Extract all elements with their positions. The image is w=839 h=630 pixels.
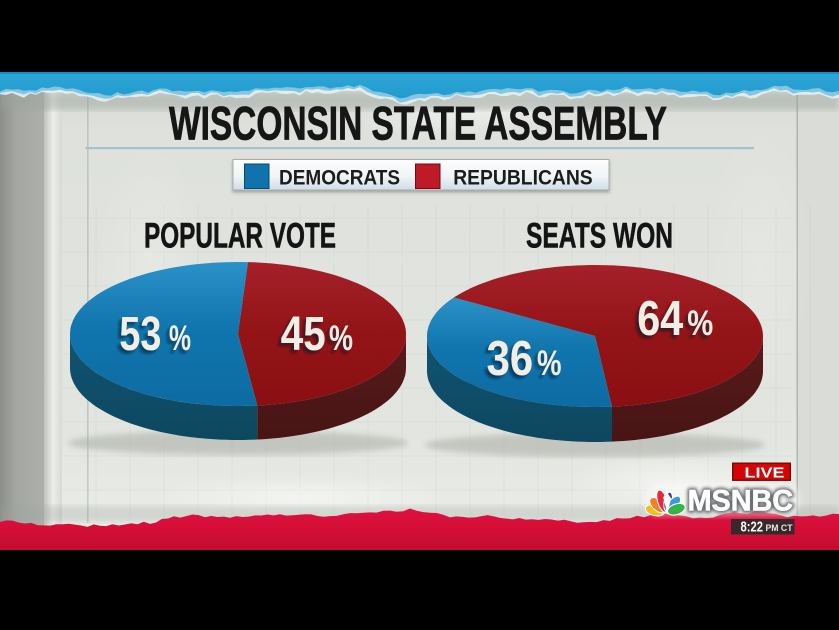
svg-text:LIVE: LIVE xyxy=(745,466,785,482)
svg-text:POPULAR VOTE: POPULAR VOTE xyxy=(144,215,336,255)
svg-text:WISCONSIN STATE ASSEMBLY: WISCONSIN STATE ASSEMBLY xyxy=(169,97,667,150)
svg-text:PM CT: PM CT xyxy=(766,523,793,533)
svg-text:DEMOCRATS: DEMOCRATS xyxy=(279,166,400,190)
svg-text:MSNBC: MSNBC xyxy=(688,485,794,518)
svg-text:MSNBC: MSNBC xyxy=(688,485,794,518)
svg-text:45: 45 xyxy=(281,308,326,361)
svg-text:SEATS WON: SEATS WON xyxy=(526,215,673,255)
svg-text:%: % xyxy=(537,344,562,383)
svg-text:53: 53 xyxy=(119,308,161,361)
svg-text:64: 64 xyxy=(637,292,683,346)
svg-text:8:22: 8:22 xyxy=(741,520,764,536)
svg-text:REPUBLICANS: REPUBLICANS xyxy=(453,166,593,190)
svg-text:%: % xyxy=(169,319,191,358)
svg-text:%: % xyxy=(687,304,713,343)
svg-text:36: 36 xyxy=(487,332,533,386)
svg-text:%: % xyxy=(329,319,353,358)
